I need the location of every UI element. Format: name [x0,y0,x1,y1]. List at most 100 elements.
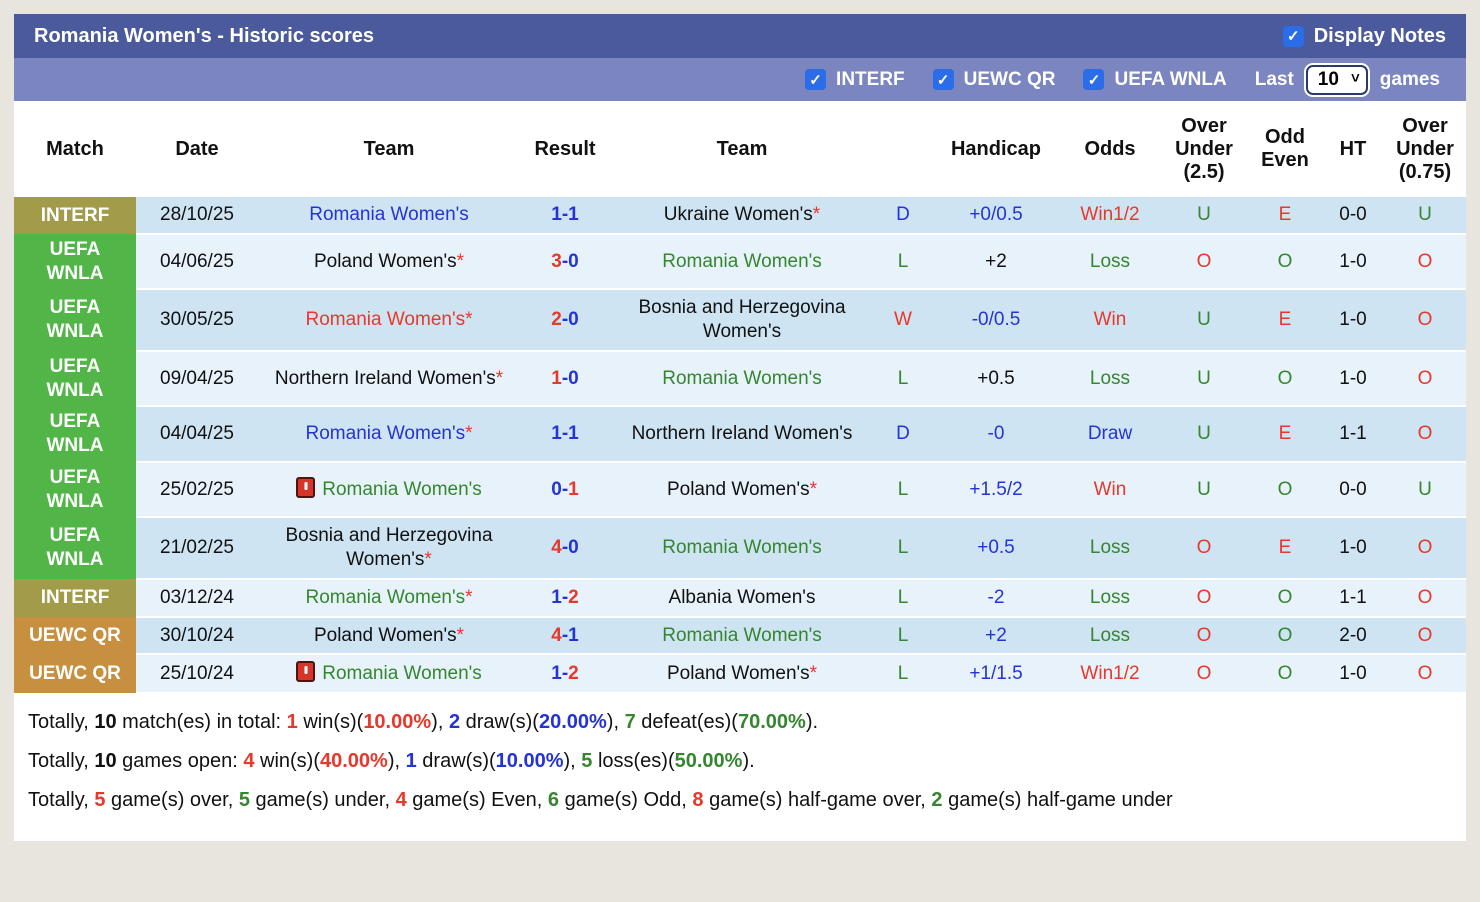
wdl-letter: D [874,197,932,235]
result-part: -1 [561,624,579,646]
odd-even-value: E [1248,406,1322,463]
last-games-select-wrap: 10 [1303,62,1370,97]
over-under-075-value: O [1384,654,1466,694]
competition-badge: UEWC QR [14,654,136,693]
odd-even-value: O [1248,233,1322,291]
filter-uewc-qr-label: UEWC QR [963,68,1056,90]
match-row: INTERF 28/10/25 Romania Women's 1-1 Ukraine … [14,197,1466,235]
summary-segment: win(s)( [254,750,320,772]
over-under-25-value: U [1160,289,1248,352]
result-part: -0 [561,250,579,272]
competition-badge: UEFA WNLA [14,406,136,462]
team-home: Romania Women's* [258,406,520,463]
summary-section: Totally, 10 match(es) in total: 1 win(s)… [14,694,1466,841]
display-notes-checkbox[interactable]: ✓ [1282,25,1304,47]
over-under-075-value: O [1384,616,1466,656]
team-away-name: Poland Women's [666,662,810,684]
summary-segment: draw(s)( [460,711,539,733]
result-score: 3-0 [520,233,610,291]
match-date: 03/12/24 [136,578,258,618]
summary-segment: 10.00% [495,750,564,772]
summary-segment: 50.00% [674,750,743,772]
content-frame: Romania Women's - Historic scores ✓ Disp… [14,14,1466,841]
summary-segment: 2 [448,711,461,733]
over-under-25-value: U [1160,461,1248,519]
team-home-name: Bosnia and Herzegovina Women's [285,525,493,570]
team-home-name: Northern Ireland Women's [274,367,496,389]
match-date: 30/10/24 [136,616,258,656]
filter-group-uewc-qr: ✓ UEWC QR [932,68,1056,91]
match-date: 04/06/25 [136,233,258,291]
over-under-25-value: O [1160,578,1248,618]
filter-uefa-wnla-checkbox[interactable]: ✓ [1083,69,1105,90]
summary-segment: ), [431,711,449,733]
wdl-letter: L [874,350,932,408]
team-home: Northern Ireland Women's* [258,350,520,408]
handicap-value: +1/1.5 [932,654,1060,694]
odd-even-value: O [1248,616,1322,656]
odds-result: Draw [1060,406,1160,463]
team-home: Poland Women's* [258,233,520,291]
result-score: 4-0 [520,517,610,580]
odd-even-value: E [1248,197,1322,235]
note-icon[interactable] [296,661,316,683]
over-under-25-value: O [1160,654,1248,694]
last-games-select[interactable]: 10 [1305,64,1368,95]
team-away: Romania Women's [610,233,874,291]
team-away: Ukraine Women's* [610,197,874,235]
result-part: 4 [551,537,562,559]
result-part: 1-1 [551,204,579,225]
match-row: UEFA WNLA 04/04/25 Romania Women's* 1-1 Nort… [14,406,1466,463]
filter-interf-checkbox[interactable]: ✓ [805,69,827,90]
match-date: 28/10/25 [136,197,258,235]
competition-badge: UEFA WNLA [14,233,136,290]
note-icon[interactable] [296,477,316,499]
wdl-letter: L [874,654,932,694]
col-result: Result [520,101,610,197]
summary-segment: 5 [581,750,593,772]
competition-badge: UEFA WNLA [14,289,136,351]
col-ht: HT [1322,101,1384,197]
summary-segment: game(s) half-game over, [703,789,932,811]
match-date: 09/04/25 [136,350,258,408]
match-row: INTERF 03/12/24 Romania Women's* 1-2 Albania… [14,578,1466,618]
home-star: * [465,423,473,445]
col-handicap: Handicap [932,101,1060,197]
summary-segment: 20.00% [538,711,607,733]
summary-segment: 70.00% [737,711,806,733]
last-label: Last [1254,68,1294,90]
handicap-value: +0.5 [932,350,1060,408]
competition-badge: INTERF [14,197,136,234]
match-date: 25/02/25 [136,461,258,519]
odd-even-value: E [1248,517,1322,580]
ht-score: 1-0 [1322,233,1384,291]
team-away: Poland Women's* [610,654,874,694]
col-match: Match [14,101,136,197]
ht-score: 1-0 [1322,654,1384,694]
summary-segment: match(es) in total: [116,711,287,733]
home-star: * [465,309,473,331]
summary-segment: ), [563,750,582,772]
handicap-value: -0 [932,406,1060,463]
result-part: 2 [551,309,562,331]
odd-even-value: O [1248,461,1322,519]
handicap-value: +1.5/2 [932,461,1060,519]
over-under-075-value: O [1384,578,1466,618]
summary-segment: Totally, [28,789,95,811]
filter-uewc-qr-checkbox[interactable]: ✓ [932,69,954,90]
summary-segment: Totally, [28,711,95,733]
summary-segment: 1 [405,750,417,772]
odd-even-value: O [1248,654,1322,694]
competition-badge: UEWC QR [14,616,136,655]
summary-segment: 4 [243,750,255,772]
summary-segment: Totally, [28,750,95,772]
summary-segment: 4 [395,789,407,811]
wdl-letter: W [874,289,932,352]
summary-segment: 5 [238,789,250,811]
team-home-name: Romania Women's [322,663,482,685]
team-home-name: Poland Women's [313,250,457,272]
result-score: 1-1 [520,406,610,463]
over-under-25-value: U [1160,197,1248,235]
match-row: UEWC QR 30/10/24 Poland Women's* 4-1 Romania… [14,616,1466,656]
summary-line-2: Totally, 10 games open: 4 win(s)(40.00%)… [28,747,1452,776]
